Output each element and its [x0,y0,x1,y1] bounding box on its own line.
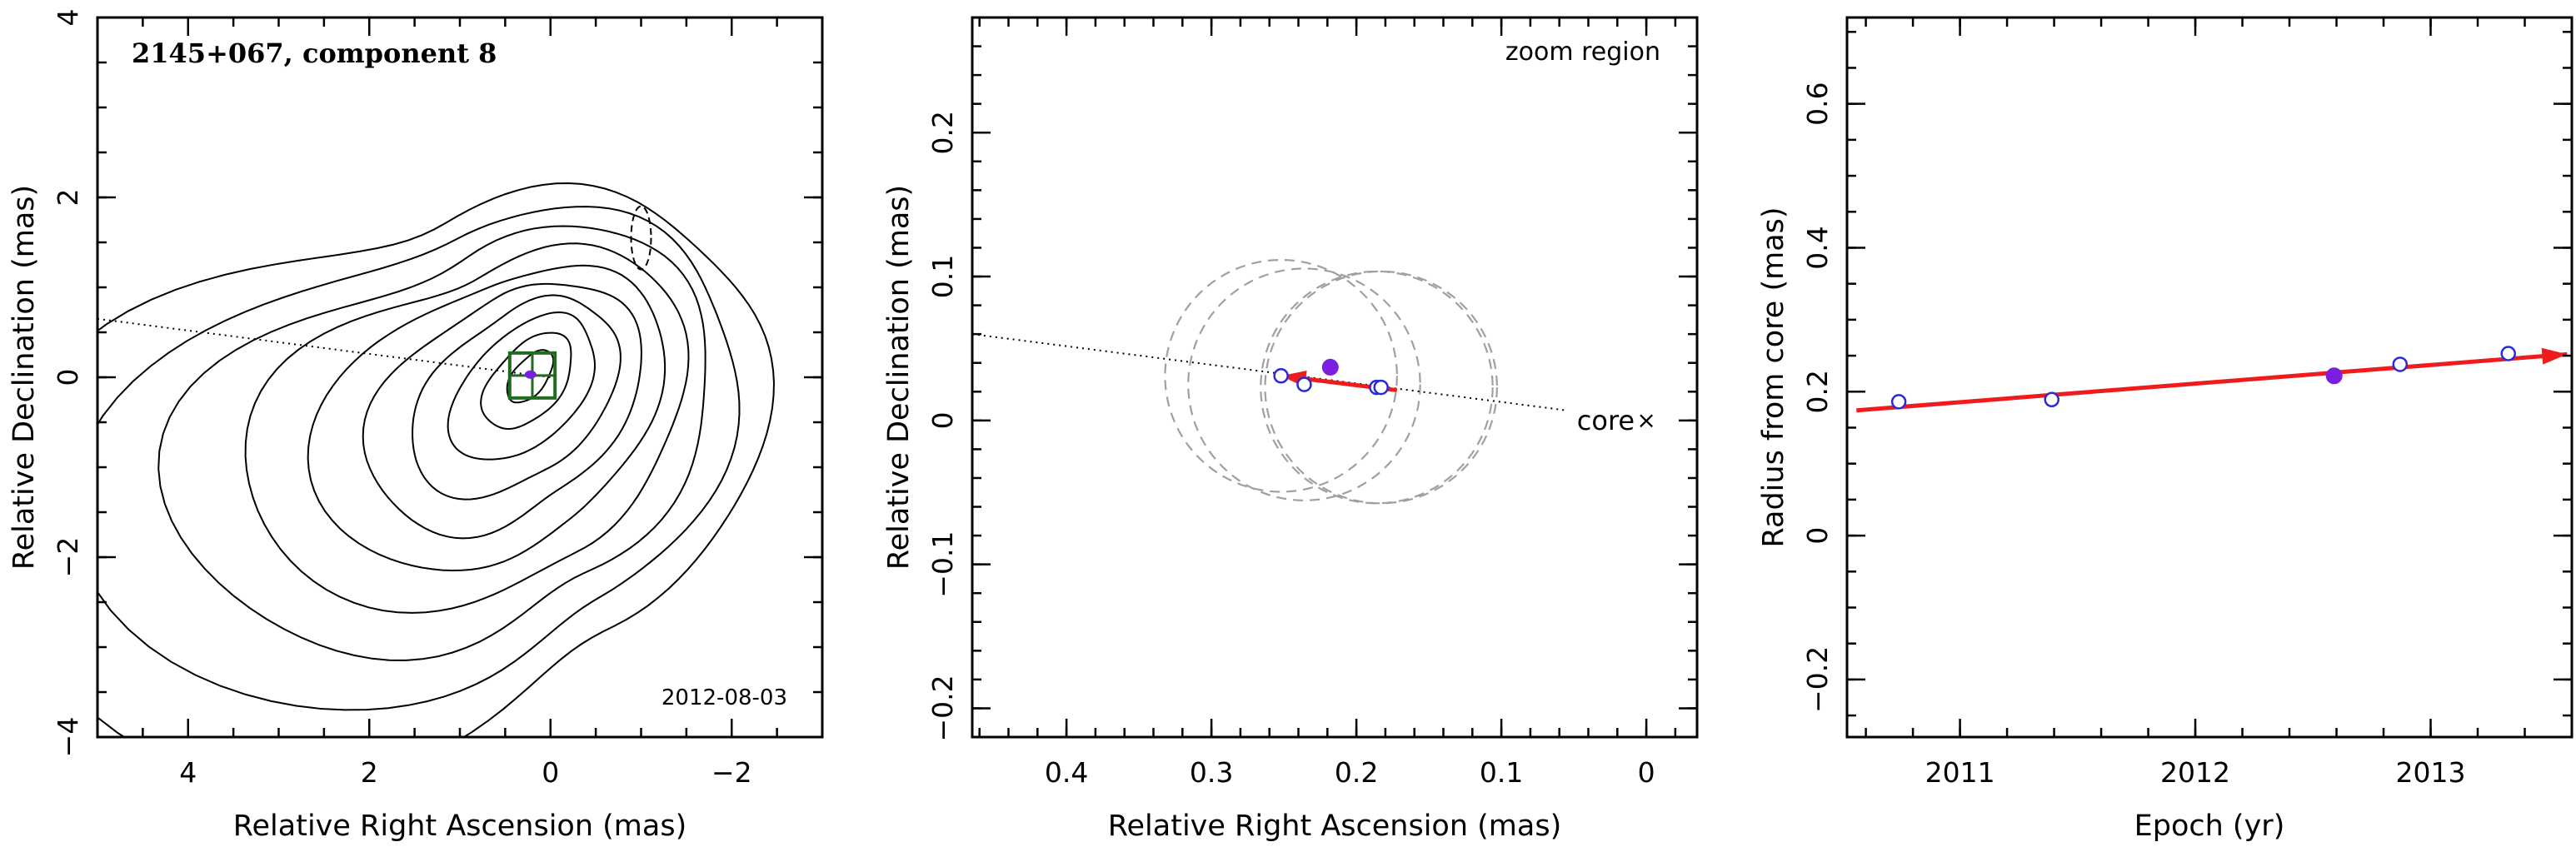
contour-map-y-tick-label: 4 [52,9,84,27]
component-size-circle [1260,270,1494,505]
contour-level [412,294,622,501]
radius-y-tick-label: 0.6 [1801,82,1834,125]
radius-point [1890,394,1907,410]
contour-map-x-axis-label: Relative Right Ascension (mas) [233,810,686,843]
current-radius-point [2325,367,2343,385]
radius-y-tick-label: −0.2 [1801,646,1834,713]
contour-map-y-axis-label: Relative Declination (mas) [7,185,41,570]
source-title: 2145+067, component 8 [132,37,497,69]
zoom-x-tick-label: 0.2 [1335,756,1378,789]
epoch-date-label: 2012-08-03 [661,685,787,710]
contour-map-x-tick-label: 0 [542,756,559,789]
contour-map-y-tick-label: −4 [52,717,84,758]
contour-lines [97,182,776,737]
zoom-region-label: zoom region [1505,37,1660,67]
radius-y-tick-label: 0.2 [1801,370,1834,413]
contour-level [362,282,642,540]
jet-direction-line [97,317,551,378]
zoom-x-tick-label: 0.3 [1190,756,1233,789]
fit-arrow-shaft [1856,351,2568,413]
radius-point [2392,356,2409,372]
zoom-y-tick-label: −0.2 [926,675,959,741]
contour-level [97,206,741,711]
radius-point [2500,346,2516,361]
zoom-plot-area: core × [972,258,1656,505]
radius-y-tick-label: 0.4 [1801,226,1834,269]
radius-y-axis-label: Radius from core (mas) [1757,207,1790,547]
core-marker: × [1636,406,1655,434]
zoom-panel: core × 0.4 0.3 0.2 0.1 0 −0.2 −0.1 0 0.1 0.2 zoom … [882,16,1699,843]
contour-level [506,349,555,404]
contour-map-y-tick-label: 2 [52,189,84,207]
zoom-x-axis-label: Relative Right Ascension (mas) [1108,810,1561,843]
radius-ticks: 2011 2012 2013 −0.2 0 0.2 0.4 0.6 [1801,17,2574,789]
component-size-circle [1264,270,1498,505]
zoom-y-axis-label: Relative Declination (mas) [882,185,916,570]
zoom-y-tick-label: −0.1 [926,531,959,598]
negative-contour [630,205,652,271]
contour-level [447,311,597,461]
zoom-x-tick-label: 0.4 [1045,756,1088,789]
radius-y-tick-label: 0 [1801,527,1834,545]
zoom-frame [971,16,1699,739]
contour-map-x-tick-label: 4 [179,756,197,789]
jet-direction-line [972,333,1567,411]
radius-epoch-panel: 2011 2012 2013 −0.2 0 0.2 0.4 0.6 Epoch (yr) Ra… [1757,16,2574,843]
contour-level [157,225,706,661]
contour-map-x-tick-label: −2 [711,756,752,789]
contour-level [480,331,572,431]
radius-frame [1845,16,2574,739]
zoom-x-tick-label: 0 [1638,756,1655,789]
zoom-x-tick-label: 0.1 [1480,756,1523,789]
contour-map-overlays [97,205,652,400]
contour-map-ticks: 4 2 0 −2 −4 −2 0 2 4 [52,9,824,789]
radius-x-axis-label: Epoch (yr) [2134,810,2285,843]
radius-x-tick-label: 2013 [2396,756,2466,789]
contour-level [97,182,776,737]
contour-level [307,264,666,572]
epoch-position-point [1373,379,1389,396]
component-marker [524,370,537,379]
zoom-y-tick-label: 0.1 [926,255,959,298]
contour-map-x-tick-label: 2 [361,756,378,789]
contour-map-y-tick-label: −2 [52,537,84,578]
zoom-ticks: 0.4 0.3 0.2 0.1 0 −0.2 −0.1 0 0.1 0.2 [926,16,1697,789]
core-label: core [1577,405,1635,436]
contour-map-y-tick-label: 0 [52,369,84,386]
current-epoch-point [1321,358,1339,376]
radius-point [2044,391,2059,408]
fit-arrow-head [2541,347,2568,365]
radius-x-tick-label: 2011 [1925,756,1995,789]
zoom-y-tick-label: 0.2 [926,111,959,154]
component-size-circle [1164,258,1398,493]
contour-map-frame [96,16,824,739]
zoom-y-tick-label: 0 [926,411,959,429]
epoch-position-point [1296,376,1312,392]
contour-level [244,242,690,614]
contour-map-panel: 4 2 0 −2 −4 −2 0 2 4 2145+067, component 8 2012-… [7,9,824,843]
epoch-position-point [1273,368,1289,384]
radius-plot-area [1856,346,2568,413]
radius-x-tick-label: 2012 [2160,756,2230,789]
